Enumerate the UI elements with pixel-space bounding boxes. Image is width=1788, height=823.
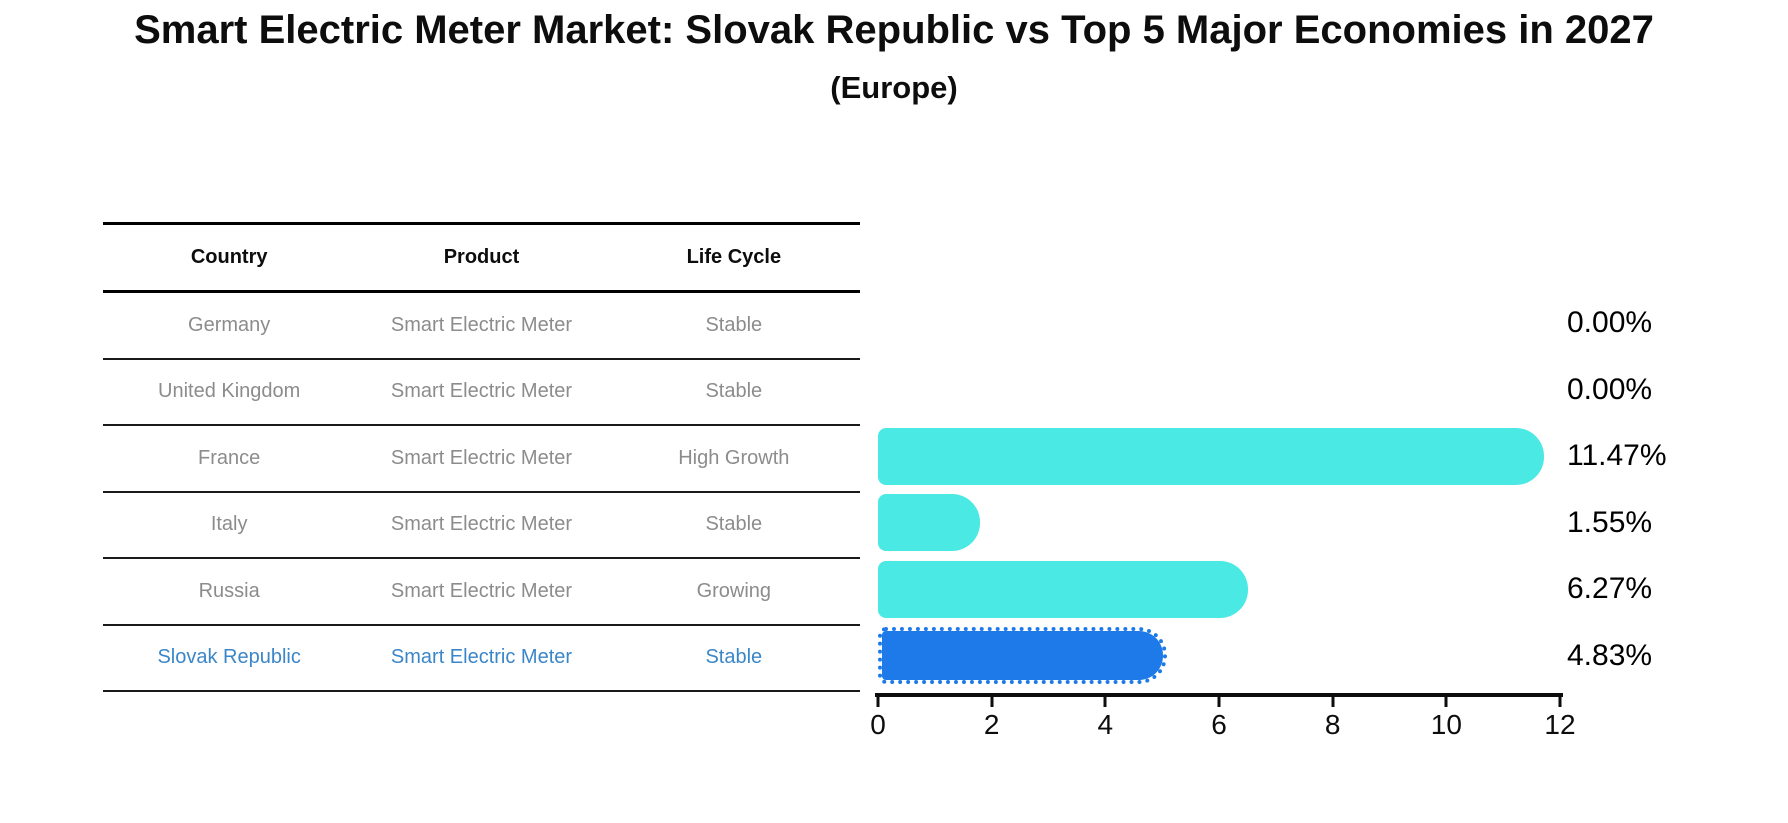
cell-product: Smart Electric Meter [390,380,573,403]
bar-row [878,490,1560,557]
value-label: 6.27% [1567,572,1653,606]
cell-lifecycle: High Growth [678,446,790,469]
bar-russia [878,560,1249,618]
cell-product: Smart Electric Meter [390,579,573,602]
cell-country: Italy [210,513,248,536]
axis-tick-label: 6 [1211,709,1227,740]
axis-tick [876,696,880,707]
value-label: 1.55% [1567,505,1653,539]
value-label: 0.00% [1567,306,1653,340]
axis-tick [1444,696,1448,707]
cell-product: Smart Electric Meter [390,646,573,669]
axis-tick-label: 10 [1430,709,1462,740]
value-labels: 0.00% 0.00% 11.47% 1.55% 6.27% 4.83% [1567,290,1767,689]
axis-tick [990,696,994,707]
page-title: Smart Electric Meter Market: Slovak Repu… [134,8,1654,52]
table-row: Germany Smart Electric Meter Stable [103,293,860,360]
bar-row [878,556,1560,623]
table-row: United Kingdom Smart Electric Meter Stab… [103,360,860,426]
header-lifecycle: Life Cycle [686,246,782,268]
axis-line [875,693,1563,697]
axis-tick-label: 0 [870,709,886,740]
header-product: Product [443,246,520,268]
table-header-row: Country Product Life Cycle [103,225,860,293]
bar-chart [878,290,1560,689]
bar-italy [878,494,981,551]
value-label: 4.83% [1567,638,1653,672]
bar-slovak-republic [878,627,1167,684]
cell-lifecycle: Stable [705,646,763,669]
cell-product: Smart Electric Meter [390,513,573,536]
table-row: France Smart Electric Meter High Growth [103,426,860,493]
header-country: Country [190,246,268,268]
bar-row [878,623,1560,690]
cell-country: Russia [198,579,260,602]
bar-row [878,290,1560,357]
value-label: 0.00% [1567,372,1653,406]
cell-lifecycle: Stable [705,513,763,536]
axis-tick [1331,696,1335,707]
comparison-table: Country Product Life Cycle Germany Smart… [103,222,860,692]
cell-country: Germany [188,313,271,336]
cell-product: Smart Electric Meter [390,446,573,469]
cell-country: France [198,446,261,469]
axis-tick-label: 12 [1544,709,1576,740]
value-label: 11.47% [1567,439,1667,473]
axis-tick [1103,696,1107,707]
axis-tick-label: 2 [983,709,1000,740]
bar-row [878,423,1560,490]
cell-lifecycle: Growing [696,579,772,602]
axis-tick [1217,696,1221,707]
x-axis: 0 2 4 6 8 10 12 [870,693,1576,753]
axis-tick-label: 4 [1097,709,1114,740]
cell-country: United Kingdom [158,380,301,403]
cell-lifecycle: Stable [705,380,763,403]
axis-tick [1558,696,1562,707]
cell-product: Smart Electric Meter [390,313,573,336]
table-row: Italy Smart Electric Meter Stable [103,493,860,559]
table-row-highlight: Slovak Republic Smart Electric Meter Sta… [103,626,860,692]
cell-lifecycle: Stable [705,313,763,336]
cell-country: Slovak Republic [157,646,301,669]
bar-france [878,427,1544,485]
page-subtitle: (Europe) [830,70,958,105]
table-row: Russia Smart Electric Meter Growing [103,559,860,626]
bar-row [878,357,1560,424]
axis-tick-label: 8 [1324,709,1341,740]
